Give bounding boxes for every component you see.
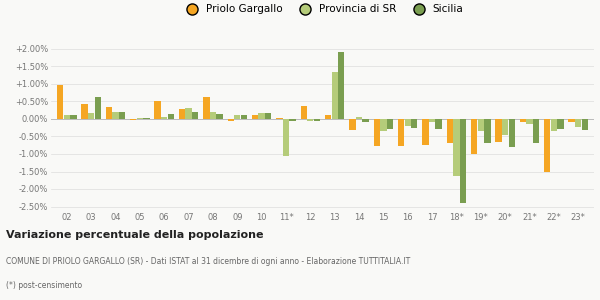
Bar [179, 109, 185, 119]
Bar [568, 119, 575, 122]
Bar [349, 119, 356, 130]
Bar [471, 119, 478, 154]
Bar [575, 119, 581, 127]
Bar [411, 119, 418, 128]
Bar [227, 119, 234, 121]
Bar [436, 119, 442, 130]
Bar [307, 119, 313, 121]
Bar [502, 119, 508, 135]
Bar [496, 119, 502, 142]
Bar [338, 52, 344, 119]
Bar [70, 116, 77, 119]
Bar [185, 109, 192, 119]
Bar [64, 116, 70, 119]
Bar [520, 119, 526, 122]
Bar [533, 119, 539, 143]
Bar [429, 119, 435, 122]
Bar [325, 116, 331, 119]
Bar [374, 119, 380, 146]
Bar [161, 117, 167, 119]
Bar [283, 119, 289, 156]
Bar [526, 119, 533, 124]
Bar [453, 119, 460, 176]
Bar [356, 117, 362, 119]
Bar [143, 118, 149, 119]
Bar [217, 114, 223, 119]
Bar [259, 113, 265, 119]
Bar [557, 119, 563, 130]
Bar [446, 119, 453, 143]
Bar [404, 119, 411, 126]
Bar [210, 112, 216, 119]
Bar [387, 119, 393, 130]
Bar [167, 114, 174, 119]
Legend: Priolo Gargallo, Provincia di SR, Sicilia: Priolo Gargallo, Provincia di SR, Sicili… [178, 0, 467, 19]
Bar [551, 119, 557, 131]
Bar [57, 85, 64, 119]
Bar [276, 118, 283, 119]
Bar [154, 101, 161, 119]
Bar [478, 119, 484, 131]
Bar [398, 119, 404, 146]
Text: COMUNE DI PRIOLO GARGALLO (SR) - Dati ISTAT al 31 dicembre di ogni anno - Elabor: COMUNE DI PRIOLO GARGALLO (SR) - Dati IS… [6, 256, 410, 266]
Bar [332, 72, 338, 119]
Bar [289, 119, 296, 121]
Bar [544, 119, 550, 172]
Bar [422, 119, 428, 145]
Bar [130, 119, 136, 120]
Bar [106, 107, 112, 119]
Bar [314, 119, 320, 121]
Bar [484, 119, 491, 143]
Bar [581, 119, 588, 130]
Bar [301, 106, 307, 119]
Bar [234, 116, 241, 119]
Text: (*) post-censimento: (*) post-censimento [6, 280, 82, 290]
Bar [265, 113, 271, 119]
Bar [119, 112, 125, 119]
Bar [95, 97, 101, 119]
Bar [112, 112, 119, 119]
Bar [192, 112, 199, 119]
Bar [252, 115, 258, 119]
Bar [241, 116, 247, 119]
Text: Variazione percentuale della popolazione: Variazione percentuale della popolazione [6, 230, 263, 239]
Bar [137, 118, 143, 119]
Bar [203, 97, 209, 119]
Bar [380, 119, 386, 131]
Bar [362, 119, 369, 122]
Bar [88, 113, 94, 119]
Bar [509, 119, 515, 147]
Bar [82, 104, 88, 119]
Bar [460, 119, 466, 203]
